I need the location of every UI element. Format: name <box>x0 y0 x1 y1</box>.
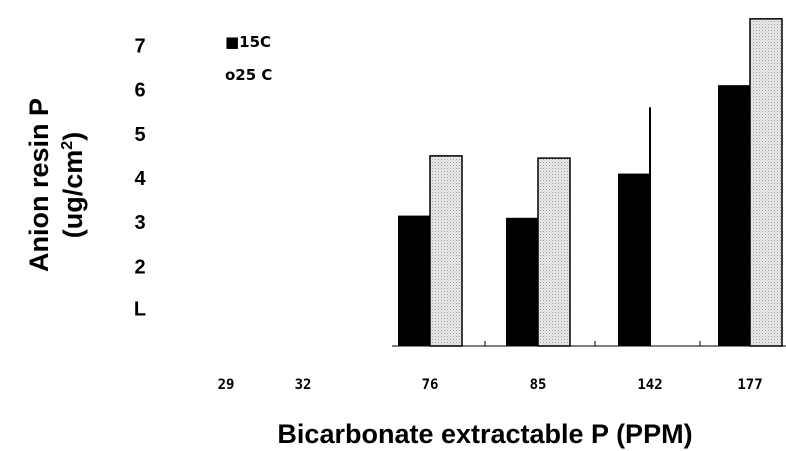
bar-15c-142 <box>618 173 650 346</box>
y-tick-label: L <box>134 299 146 321</box>
y-tick-label: 4 <box>134 168 146 190</box>
bars <box>398 18 783 347</box>
x-axis-title: Bicarbonate extractable P (PPM) <box>277 419 692 449</box>
y-tick-label: 2 <box>134 256 145 278</box>
y-tick-label: 7 <box>134 35 145 57</box>
y-axis-title-line1: Anion resin P <box>24 98 54 272</box>
bar-15c-177 <box>718 85 750 346</box>
y-axis-title-prefix: (ug/cm <box>58 150 88 239</box>
x-axis-ticks: 29 32 76 85 142 177 <box>218 341 763 393</box>
y-axis-title: Anion resin P (ug/cm2) <box>24 98 88 272</box>
y-tick-label: 5 <box>134 124 145 146</box>
x-tick-label: 177 <box>737 377 762 393</box>
y-tick-label: 3 <box>134 212 145 234</box>
bar-25c-76 <box>429 155 463 347</box>
x-tick-label: 142 <box>637 377 662 393</box>
x-tick-label: 32 <box>295 377 312 393</box>
x-tick-label: 29 <box>218 377 235 393</box>
bar-25c-142 <box>649 107 651 347</box>
y-tick-label: 6 <box>134 80 145 102</box>
y-axis-title-line2: (ug/cm2) <box>58 132 88 238</box>
x-tick-label: 76 <box>422 377 439 393</box>
y-axis-ticks: 7 6 5 4 3 2 L <box>134 35 147 320</box>
bar-15c-85 <box>506 217 538 346</box>
bar-25c-85 <box>537 157 571 347</box>
legend-entry-25c: o25 C <box>225 66 272 84</box>
y-axis-title-superscript: 2 <box>59 141 76 150</box>
bar-25c-177 <box>749 18 783 347</box>
bar-15c-76 <box>398 215 430 346</box>
x-tick-label: 85 <box>530 377 547 393</box>
legend: ■15C o25 C <box>225 33 272 84</box>
legend-entry-15c: ■15C <box>225 33 271 51</box>
y-axis-title-suffix: ) <box>58 132 88 141</box>
